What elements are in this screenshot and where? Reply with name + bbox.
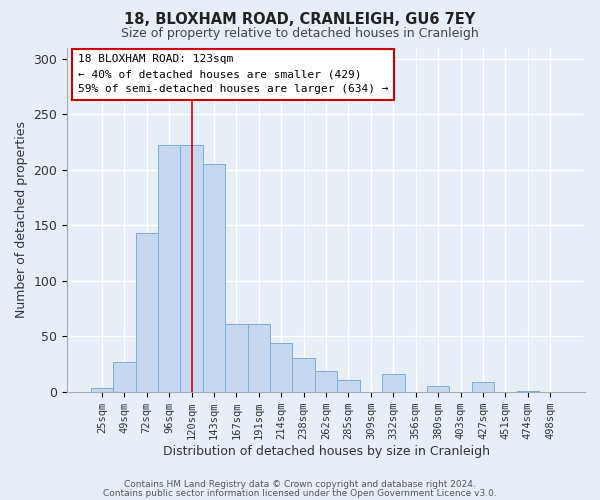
- Bar: [248, 324, 270, 392]
- Y-axis label: Number of detached properties: Number of detached properties: [15, 121, 28, 318]
- Text: 18, BLOXHAM ROAD, CRANLEIGH, GU6 7EY: 18, BLOXHAM ROAD, CRANLEIGH, GU6 7EY: [124, 12, 476, 28]
- Bar: [315, 370, 337, 392]
- Bar: [517, 390, 539, 392]
- Bar: [270, 343, 292, 392]
- X-axis label: Distribution of detached houses by size in Cranleigh: Distribution of detached houses by size …: [163, 444, 490, 458]
- Bar: [337, 380, 360, 392]
- Bar: [427, 386, 449, 392]
- Text: Contains public sector information licensed under the Open Government Licence v3: Contains public sector information licen…: [103, 489, 497, 498]
- Bar: [292, 358, 315, 392]
- Bar: [203, 164, 225, 392]
- Bar: [382, 374, 404, 392]
- Text: Contains HM Land Registry data © Crown copyright and database right 2024.: Contains HM Land Registry data © Crown c…: [124, 480, 476, 489]
- Bar: [158, 145, 181, 392]
- Bar: [113, 362, 136, 392]
- Bar: [472, 382, 494, 392]
- Bar: [225, 324, 248, 392]
- Text: Size of property relative to detached houses in Cranleigh: Size of property relative to detached ho…: [121, 28, 479, 40]
- Bar: [91, 388, 113, 392]
- Text: 18 BLOXHAM ROAD: 123sqm
← 40% of detached houses are smaller (429)
59% of semi-d: 18 BLOXHAM ROAD: 123sqm ← 40% of detache…: [77, 54, 388, 94]
- Bar: [181, 145, 203, 392]
- Bar: [136, 233, 158, 392]
